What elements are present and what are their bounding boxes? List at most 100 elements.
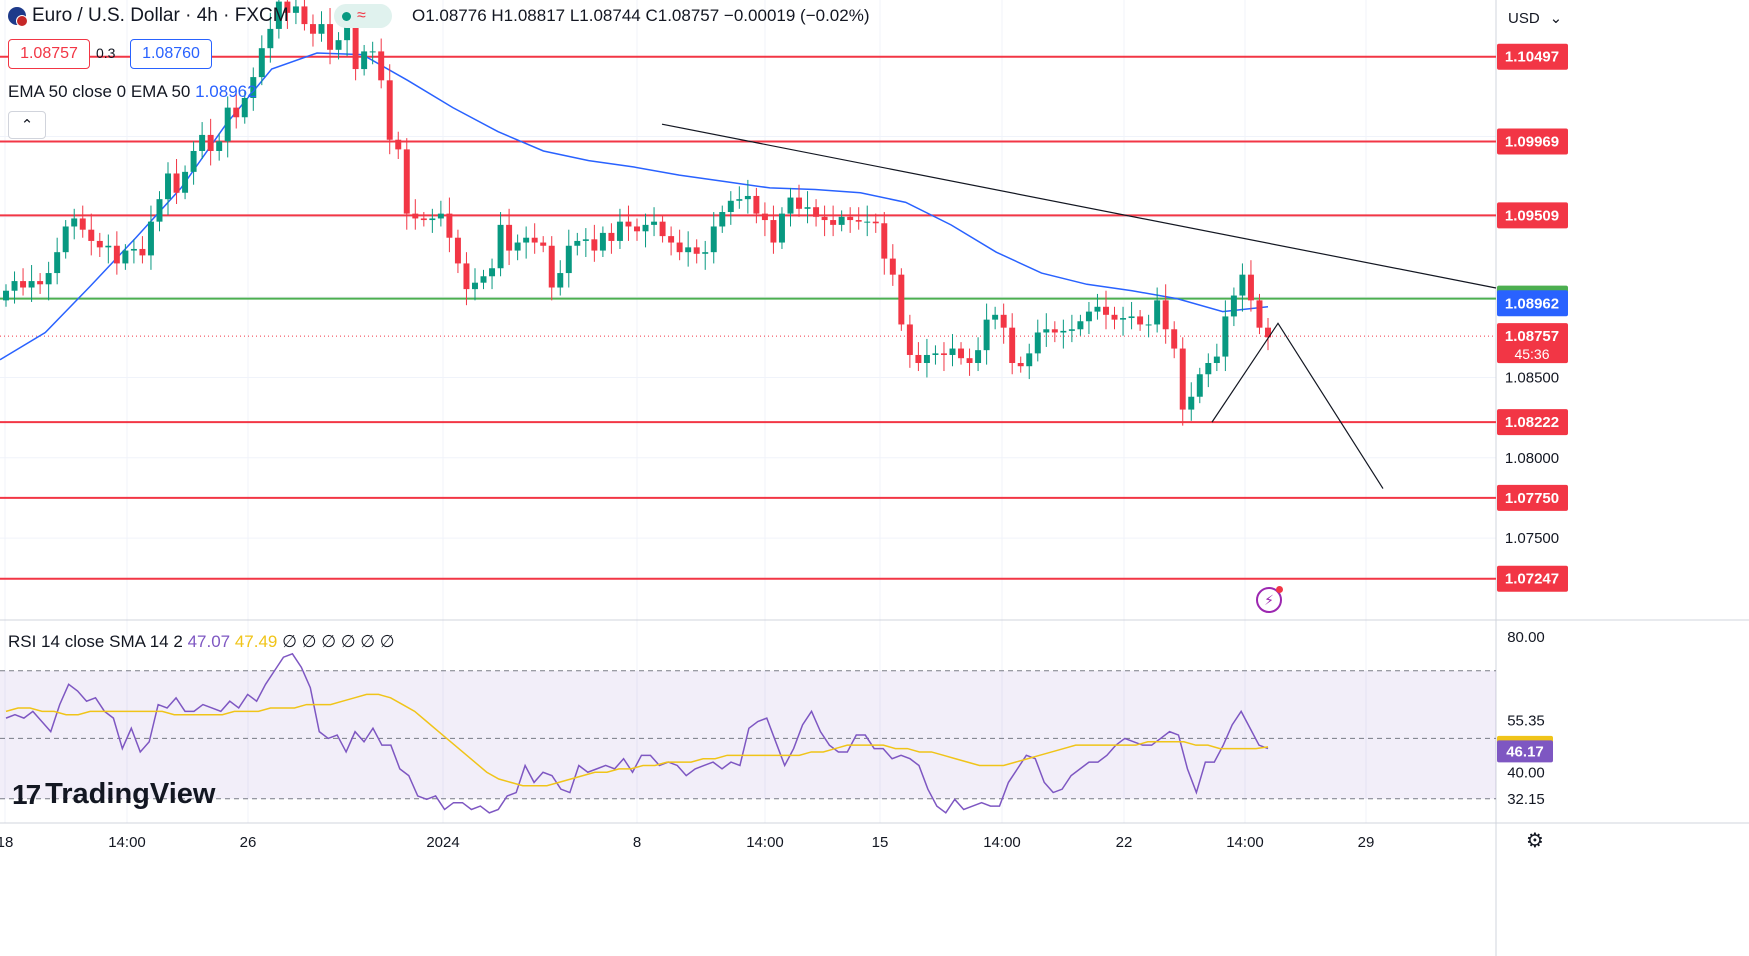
- candle-body[interactable]: [301, 6, 308, 25]
- candle-body[interactable]: [1162, 300, 1169, 330]
- candle-body[interactable]: [446, 213, 453, 238]
- candle-body[interactable]: [668, 236, 675, 243]
- candle-body[interactable]: [28, 281, 35, 288]
- candle-body[interactable]: [1247, 274, 1254, 301]
- candle-body[interactable]: [122, 250, 129, 264]
- candle-body[interactable]: [1205, 363, 1212, 375]
- candle-body[interactable]: [1213, 356, 1220, 364]
- candle-body[interactable]: [599, 232, 606, 251]
- collapse-legend-button[interactable]: ⌃: [8, 111, 46, 139]
- candle-body[interactable]: [616, 221, 623, 241]
- candle-body[interactable]: [557, 273, 564, 288]
- candle-body[interactable]: [744, 195, 751, 200]
- candle-body[interactable]: [659, 221, 666, 237]
- candle-body[interactable]: [727, 200, 734, 213]
- candle-body[interactable]: [20, 281, 27, 288]
- candle-body[interactable]: [838, 216, 845, 225]
- candle-body[interactable]: [241, 97, 248, 118]
- candle-body[interactable]: [634, 226, 640, 232]
- candle-body[interactable]: [523, 237, 530, 243]
- candle-body[interactable]: [915, 354, 922, 364]
- candle-body[interactable]: [79, 218, 86, 230]
- candle-body[interactable]: [1171, 329, 1178, 349]
- candle-body[interactable]: [463, 263, 470, 290]
- candle-body[interactable]: [1060, 330, 1067, 333]
- candlestick-series[interactable]: [3, 0, 1271, 426]
- candle-body[interactable]: [369, 51, 376, 53]
- candle-body[interactable]: [190, 150, 197, 172]
- candle-body[interactable]: [386, 80, 393, 140]
- candle-body[interactable]: [983, 319, 990, 351]
- candle-body[interactable]: [250, 77, 257, 98]
- candle-body[interactable]: [472, 282, 478, 290]
- candle-body[interactable]: [1000, 314, 1007, 328]
- candle-body[interactable]: [949, 348, 956, 355]
- candle-body[interactable]: [864, 221, 871, 223]
- descending-trendline[interactable]: [661, 123, 1497, 289]
- candle-body[interactable]: [1230, 295, 1237, 317]
- candle-body[interactable]: [412, 213, 419, 219]
- candle-body[interactable]: [676, 242, 683, 253]
- candle-body[interactable]: [625, 221, 632, 227]
- candle-body[interactable]: [1043, 329, 1050, 333]
- candle-body[interactable]: [940, 353, 947, 355]
- candle-body[interactable]: [898, 274, 905, 325]
- candle-body[interactable]: [574, 240, 581, 246]
- candle-body[interactable]: [923, 354, 930, 364]
- candle-body[interactable]: [855, 220, 862, 222]
- currency-selector[interactable]: USD ⌄: [1500, 4, 1566, 32]
- candle-body[interactable]: [796, 197, 802, 209]
- ema-legend[interactable]: EMA 50 close 0 EMA 50 1.08962: [8, 82, 257, 102]
- candle-body[interactable]: [344, 25, 351, 41]
- candle-body[interactable]: [1068, 329, 1075, 331]
- candle-body[interactable]: [173, 173, 180, 193]
- candle-body[interactable]: [139, 248, 146, 256]
- candle-body[interactable]: [309, 24, 316, 34]
- candle-body[interactable]: [540, 242, 547, 246]
- buy-button[interactable]: 1.08760: [130, 39, 212, 69]
- candle-body[interactable]: [710, 226, 717, 253]
- candle-body[interactable]: [582, 239, 589, 241]
- candle-body[interactable]: [11, 281, 18, 291]
- candle-body[interactable]: [1265, 327, 1271, 338]
- candle-body[interactable]: [454, 237, 461, 264]
- candle-body[interactable]: [71, 218, 78, 227]
- candle-body[interactable]: [548, 245, 555, 288]
- candle-body[interactable]: [361, 51, 368, 70]
- symbol-title[interactable]: Euro / U.S. Dollar · 4h · FXCM: [8, 5, 289, 27]
- candle-body[interactable]: [975, 350, 982, 364]
- candle-body[interactable]: [335, 40, 342, 50]
- candle-body[interactable]: [1034, 332, 1041, 354]
- candle-body[interactable]: [182, 171, 189, 193]
- candle-body[interactable]: [992, 314, 999, 320]
- candle-body[interactable]: [847, 216, 854, 221]
- candle-body[interactable]: [881, 223, 888, 259]
- candle-body[interactable]: [1145, 324, 1152, 326]
- candle-body[interactable]: [719, 212, 726, 227]
- candle-body[interactable]: [318, 24, 325, 34]
- candle-body[interactable]: [651, 221, 658, 225]
- time-axis[interactable]: 18 14:00 26 2024 8 14:00 15 14:00 22 14:00 29: [0, 834, 1374, 851]
- candle-body[interactable]: [966, 358, 973, 364]
- candle-body[interactable]: [1094, 306, 1101, 312]
- candle-body[interactable]: [1137, 316, 1144, 325]
- candle-body[interactable]: [642, 224, 649, 232]
- sell-button[interactable]: 1.08757: [8, 39, 90, 69]
- candle-body[interactable]: [761, 213, 768, 221]
- candle-body[interactable]: [403, 149, 410, 214]
- candle-body[interactable]: [821, 216, 828, 221]
- candle-body[interactable]: [429, 218, 436, 221]
- candle-body[interactable]: [147, 221, 154, 256]
- candle-body[interactable]: [906, 324, 913, 355]
- candle-body[interactable]: [685, 247, 692, 253]
- candle-body[interactable]: [1051, 329, 1058, 333]
- candle-body[interactable]: [45, 273, 52, 285]
- candle-body[interactable]: [54, 252, 61, 274]
- rsi-legend[interactable]: RSI 14 close SMA 14 2 47.07 47.49 ∅ ∅ ∅ …: [8, 632, 395, 652]
- tradingview-logo[interactable]: 17 TradingView: [12, 778, 215, 811]
- candle-body[interactable]: [1239, 274, 1246, 296]
- candle-body[interactable]: [497, 224, 504, 269]
- price-axis[interactable]: 1.10497 1.09969 1.09509 1.08222 1.07750 1.072…: [1497, 43, 1568, 808]
- candle-body[interactable]: [1128, 316, 1135, 319]
